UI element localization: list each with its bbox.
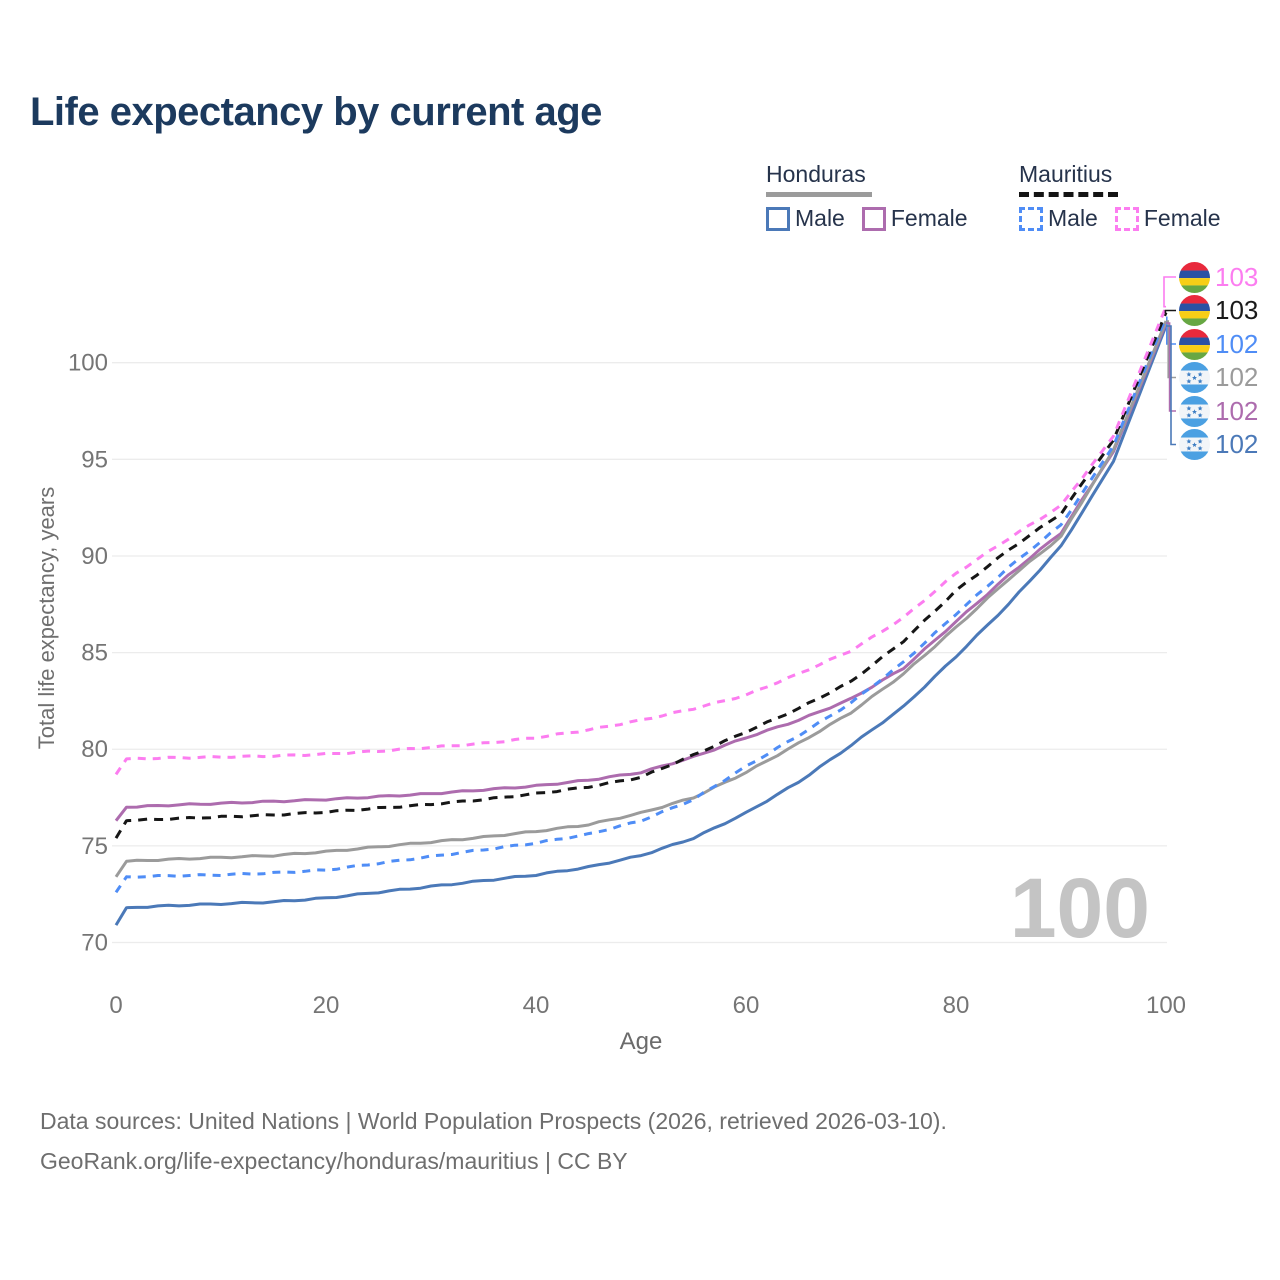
leader-line-honduras-female — [1166, 322, 1176, 412]
y-tick-label: 80 — [81, 736, 108, 763]
leader-line-mauritius-both-sexes — [1164, 309, 1176, 314]
end-value: 103 — [1215, 261, 1259, 292]
mauritius-flag-icon — [1179, 295, 1210, 326]
leader-line-honduras-both-sexes — [1166, 320, 1176, 379]
x-tick-label: 100 — [1146, 992, 1186, 1019]
mauritius-flag-icon — [1179, 328, 1210, 360]
mauritius-male-swatch-icon — [1019, 206, 1043, 231]
end-label-mauritius-male: 102 — [1179, 328, 1258, 360]
page-title: Life expectancy by current age — [30, 90, 602, 134]
series-line-mauritius-female[interactable] — [114, 306, 1168, 776]
legend-group-mauritius: Mauritius Male Female — [1019, 161, 1238, 232]
age-watermark: 100 — [1009, 861, 1150, 955]
x-tick-label: 40 — [523, 992, 550, 1019]
end-label-honduras-female: 102 — [1179, 395, 1258, 427]
legend-label-honduras-male: Male — [795, 205, 845, 231]
x-tick-label: 20 — [313, 992, 340, 1019]
footer-data-sources: Data sources: United Nations | World Pop… — [40, 1108, 947, 1134]
legend-header-honduras: Honduras — [766, 161, 872, 197]
footer-attribution: GeoRank.org/life-expectancy/honduras/mau… — [40, 1148, 628, 1174]
end-label-mauritius-female: 103 — [1179, 261, 1258, 293]
end-value: 102 — [1215, 395, 1259, 426]
y-tick-label: 70 — [81, 930, 108, 957]
mauritius-flag-icon — [1179, 261, 1210, 293]
y-tick-label: 85 — [81, 640, 108, 667]
legend-label-mauritius-female: Female — [1143, 205, 1221, 231]
y-tick-label: 75 — [81, 833, 108, 860]
y-tick-label: 90 — [81, 543, 108, 570]
end-value: 102 — [1215, 429, 1259, 459]
end-value: 102 — [1215, 362, 1259, 392]
end-value: 102 — [1215, 328, 1259, 359]
end-value: 103 — [1215, 295, 1259, 325]
legend-label-mauritius-male: Male — [1048, 205, 1098, 231]
series-line-honduras-female[interactable] — [114, 322, 1168, 822]
leader-line-honduras-male — [1166, 325, 1176, 446]
honduras-flag-icon — [1179, 429, 1210, 460]
series-line-honduras-male[interactable] — [114, 325, 1168, 926]
end-label-honduras-male: 102 — [1179, 429, 1258, 461]
x-tick-label: 60 — [733, 992, 760, 1019]
x-tick-label: 0 — [109, 992, 122, 1019]
leader-line-mauritius-female — [1163, 276, 1176, 308]
series-line-honduras-both-sexes[interactable] — [114, 320, 1168, 878]
x-tick-label: 80 — [943, 992, 970, 1019]
x-axis-title: Age — [619, 1028, 663, 1055]
legend-header-mauritius: Mauritius — [1019, 161, 1119, 197]
honduras-male-swatch-icon — [766, 206, 790, 231]
y-tick-label: 100 — [68, 350, 108, 377]
honduras-female-swatch-icon — [861, 206, 886, 231]
y-tick-label: 95 — [81, 446, 108, 473]
series-line-mauritius-male[interactable] — [114, 316, 1168, 894]
end-label-honduras-both-sexes: 102 — [1179, 362, 1258, 394]
legend-label-honduras-female: Female — [890, 205, 968, 231]
end-label-mauritius-both-sexes: 103 — [1179, 295, 1258, 327]
mauritius-female-swatch-icon — [1114, 206, 1139, 231]
honduras-flag-icon — [1179, 362, 1210, 393]
legend-group-honduras: Honduras Male Female — [766, 161, 985, 232]
honduras-flag-icon — [1179, 395, 1210, 427]
